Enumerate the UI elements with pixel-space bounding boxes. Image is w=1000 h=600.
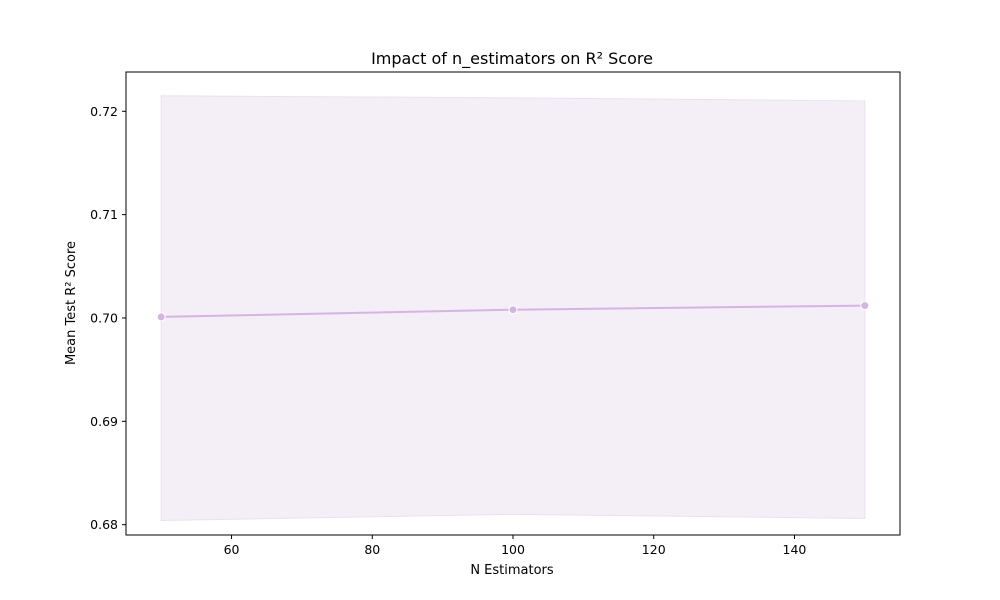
x-axis-ticks: 60 80 100 120 140 xyxy=(224,535,807,557)
data-point xyxy=(508,305,518,315)
x-tick-label: 140 xyxy=(783,542,807,557)
y-tick-label: 0.69 xyxy=(90,414,118,429)
data-point xyxy=(156,312,166,322)
y-tick-label: 0.72 xyxy=(90,104,118,119)
x-tick-label: 80 xyxy=(364,542,380,557)
y-axis-label: Mean Test R² Score xyxy=(64,241,79,365)
x-tick-label: 100 xyxy=(501,542,525,557)
data-point xyxy=(860,301,870,311)
y-tick-label: 0.68 xyxy=(90,517,118,532)
y-axis-ticks: 0.68 0.69 0.70 0.71 0.72 xyxy=(90,104,126,532)
x-tick-label: 60 xyxy=(224,542,240,557)
chart-title: Impact of n_estimators on R² Score xyxy=(371,49,653,69)
y-tick-label: 0.71 xyxy=(90,207,118,222)
x-tick-label: 120 xyxy=(642,542,666,557)
x-axis-label: N Estimators xyxy=(470,563,554,578)
y-tick-label: 0.70 xyxy=(90,310,118,325)
data-point-layer xyxy=(156,301,870,322)
